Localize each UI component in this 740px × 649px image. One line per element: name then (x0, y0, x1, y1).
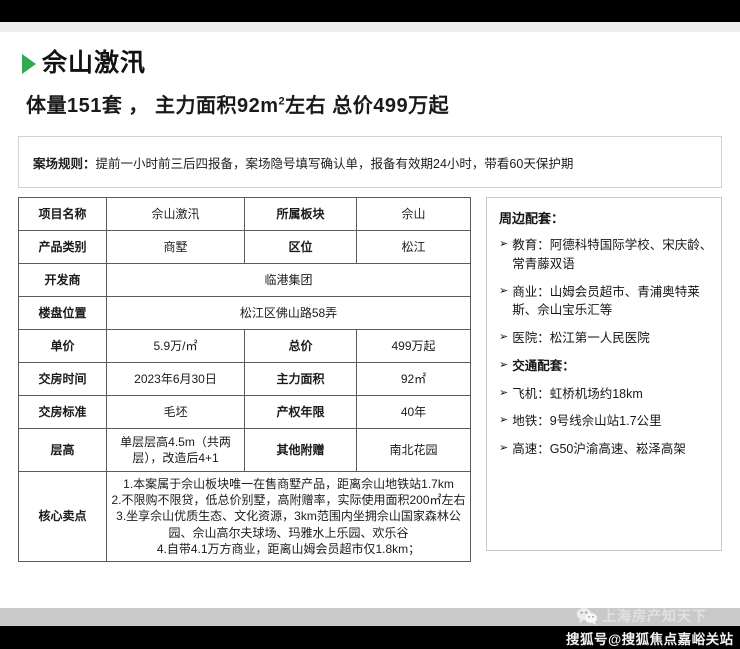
top-black-bar (0, 0, 740, 22)
table-row: 开发商 临港集团 (18, 263, 471, 297)
rules-box: 案场规则：提前一小时前三后四报备，案场隐号填写确认单，报备有效期24小时，带看6… (18, 136, 722, 188)
cell-value: 临港集团 (106, 263, 471, 297)
cell-label: 产权年限 (244, 395, 357, 429)
panel-title: 周边配套： (499, 211, 565, 226)
subtitle-main: 体量151套 ， 主力面积92m (26, 95, 279, 117)
cell-label: 交房时间 (18, 362, 107, 396)
cell-label: 楼盘位置 (18, 296, 107, 330)
rules-text: 案场规则：提前一小时前三后四报备，案场隐号填写确认单，报备有效期24小时，带看6… (33, 153, 573, 172)
project-info-table: 项目名称 佘山激汛 所属板块 佘山 产品类别 商墅 区位 松江 开发商 临港集团… (18, 197, 471, 562)
arrow-bullet-icon: ➢ (499, 386, 509, 399)
table-row: 项目名称 佘山激汛 所属板块 佘山 (18, 197, 471, 231)
facility-item-highway: ➢ 高速：G50沪渝高速、崧泽高架 (499, 440, 713, 459)
arrow-bullet-icon: ➢ (499, 414, 509, 427)
selling-points-body: 1.本案属于佘山板块唯一在售商墅产品，距离佘山地铁站1.7km 2.不限购不限贷… (106, 471, 471, 562)
cell-label: 开发商 (18, 263, 107, 297)
cell-value: 499万起 (356, 329, 471, 363)
surrounding-facilities-panel: 周边配套： ➢ 教育：阿德科特国际学校、宋庆龄、常青藤双语 ➢ 商业：山姆会员超… (486, 197, 722, 551)
cell-label: 主力面积 (244, 362, 357, 396)
subtitle-superscript: 2 (278, 95, 286, 108)
selling-point-item: 4.自带4.1万方商业，距离山姆会员超市仅1.8km； (156, 541, 421, 556)
cell-value: 单层层高4.5m（共两层），改造后4+1 (106, 428, 245, 472)
rules-body: 提前一小时前三后四报备，案场隐号填写确认单，报备有效期24小时，带看60天保护期 (95, 156, 574, 171)
rules-label: 案场规则： (33, 156, 96, 171)
facility-item-transport-heading: ➢ 交通配套： (499, 357, 713, 376)
cell-value: 松江 (356, 230, 471, 264)
cell-value: 佘山 (356, 197, 471, 231)
table-row: 交房时间 2023年6月30日 主力面积 92㎡ (18, 362, 471, 396)
cell-label: 单价 (18, 329, 107, 363)
bottom-black-bar (0, 626, 740, 649)
cell-label: 交房标准 (18, 395, 107, 429)
cell-value: 松江区佛山路58弄 (106, 296, 471, 330)
table-row: 产品类别 商墅 区位 松江 (18, 230, 471, 264)
facility-text: 教育：阿德科特国际学校、宋庆龄、常青藤双语 (512, 238, 713, 271)
facility-item-hospital: ➢ 医院：松江第一人民医院 (499, 329, 713, 348)
green-triangle-icon (22, 53, 36, 74)
cell-label: 区位 (244, 230, 357, 264)
cell-value: 商墅 (106, 230, 245, 264)
selling-points-label: 核心卖点 (18, 471, 107, 562)
project-title-text: 佘山激汛 (42, 49, 147, 77)
wechat-name-text: 上海房产知天下 (602, 608, 707, 624)
table-row: 单价 5.9万/㎡ 总价 499万起 (18, 329, 471, 363)
wechat-watermark: 上海房产知天下 (576, 606, 707, 626)
subtitle-tail: 左右 总价499万起 (285, 95, 450, 117)
cell-label: 产品类别 (18, 230, 107, 264)
selling-point-item: 1.本案属于佘山板块唯一在售商墅产品，距离佘山地铁站1.7km (123, 477, 454, 491)
facility-text: 地铁：9号线佘山站1.7公里 (512, 414, 662, 429)
cell-label: 项目名称 (18, 197, 107, 231)
wechat-icon (576, 607, 598, 625)
cell-value: 92㎡ (356, 362, 471, 396)
cell-value: 毛坯 (106, 395, 245, 429)
table-body: 项目名称 佘山激汛 所属板块 佘山 产品类别 商墅 区位 松江 开发商 临港集团… (18, 197, 471, 562)
cell-label: 层高 (18, 428, 107, 472)
table-row: 楼盘位置 松江区佛山路58弄 (18, 296, 471, 330)
cell-value: 2023年6月30日 (106, 362, 245, 396)
page-title: 佘山激汛 (22, 51, 146, 76)
cell-label: 其他附赠 (244, 428, 357, 472)
facility-text: 商业：山姆会员超市、青浦奥特莱斯、佘山宝乐汇等 (512, 284, 700, 318)
facility-text: 飞机：虹桥机场约18km (512, 386, 643, 401)
top-gray-bar (0, 22, 740, 32)
table-row: 交房标准 毛坯 产权年限 40年 (18, 395, 471, 429)
arrow-bullet-icon: ➢ (499, 331, 509, 343)
cell-label: 总价 (244, 329, 357, 363)
arrow-bullet-icon: ➢ (499, 442, 509, 454)
cell-value: 5.9万/㎡ (106, 329, 245, 363)
arrow-bullet-icon: ➢ (499, 284, 509, 297)
selling-point-item: 3.坐享佘山优质生态、文化资源，3km范围内坐拥佘山国家森林公园、佘山高尔夫球场… (116, 509, 461, 540)
arrow-bullet-icon: ➢ (499, 358, 509, 371)
selling-point-item: 2.不限购不限贷，低总价别墅，高附赠率，实际使用面积200㎡左右 (111, 493, 466, 508)
facility-item-commercial: ➢ 商业：山姆会员超市、青浦奥特莱斯、佘山宝乐汇等 (499, 283, 713, 321)
table-row: 层高 单层层高4.5m（共两层），改造后4+1 其他附赠 南北花园 (18, 428, 471, 472)
cell-value: 佘山激汛 (106, 197, 245, 231)
bottom-gray-bar (0, 608, 740, 626)
facility-item-airport: ➢ 飞机：虹桥机场约18km (499, 385, 713, 404)
selling-points-row: 核心卖点 1.本案属于佘山板块唯一在售商墅产品，距离佘山地铁站1.7km 2.不… (18, 471, 471, 562)
cell-label: 所属板块 (244, 197, 357, 231)
cell-value: 40年 (356, 395, 471, 429)
facility-text: 交通配套： (512, 358, 575, 373)
cell-value: 南北花园 (356, 428, 471, 472)
sohu-account-watermark: 搜狐号@搜狐焦点嘉峪关站 (566, 631, 734, 647)
page-subtitle: 体量151套 ， 主力面积92m2左右 总价499万起 (26, 89, 449, 118)
facility-item-education: ➢ 教育：阿德科特国际学校、宋庆龄、常青藤双语 (499, 236, 713, 274)
arrow-bullet-icon: ➢ (499, 238, 509, 250)
facility-item-metro: ➢ 地铁：9号线佘山站1.7公里 (499, 412, 713, 431)
facility-text: 高速：G50沪渝高速、崧泽高架 (512, 442, 686, 456)
facility-text: 医院：松江第一人民医院 (512, 331, 650, 345)
